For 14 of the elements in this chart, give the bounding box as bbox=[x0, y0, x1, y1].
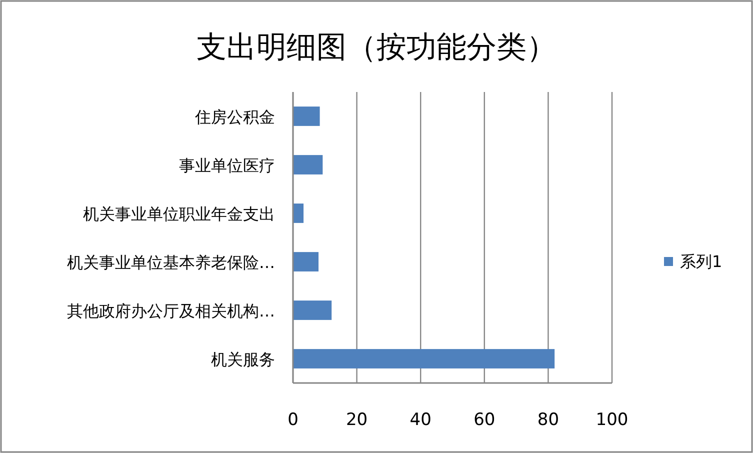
x-tick-label: 0 bbox=[288, 410, 298, 430]
x-tick-label: 100 bbox=[596, 410, 628, 430]
x-tick-label: 80 bbox=[537, 410, 560, 430]
x-tick-label: 20 bbox=[346, 410, 368, 430]
y-tick-label: 机关事业单位职业年金支出 bbox=[83, 204, 275, 224]
x-tick-label: 40 bbox=[410, 410, 432, 430]
title: 支出明细图（按功能分类） bbox=[196, 30, 556, 65]
y-tick-label: 其他政府办公厅及相关机构… bbox=[67, 301, 275, 320]
y-tick-label: 住房公积金 bbox=[195, 107, 275, 126]
legend-label: 系列1 bbox=[680, 252, 722, 271]
y-tick-label: 机关事业单位基本养老保险… bbox=[67, 252, 275, 272]
y-tick-label: 机关服务 bbox=[211, 350, 275, 369]
x-tick-label: 60 bbox=[474, 410, 496, 430]
y-tick-label: 事业单位医疗 bbox=[179, 156, 275, 175]
